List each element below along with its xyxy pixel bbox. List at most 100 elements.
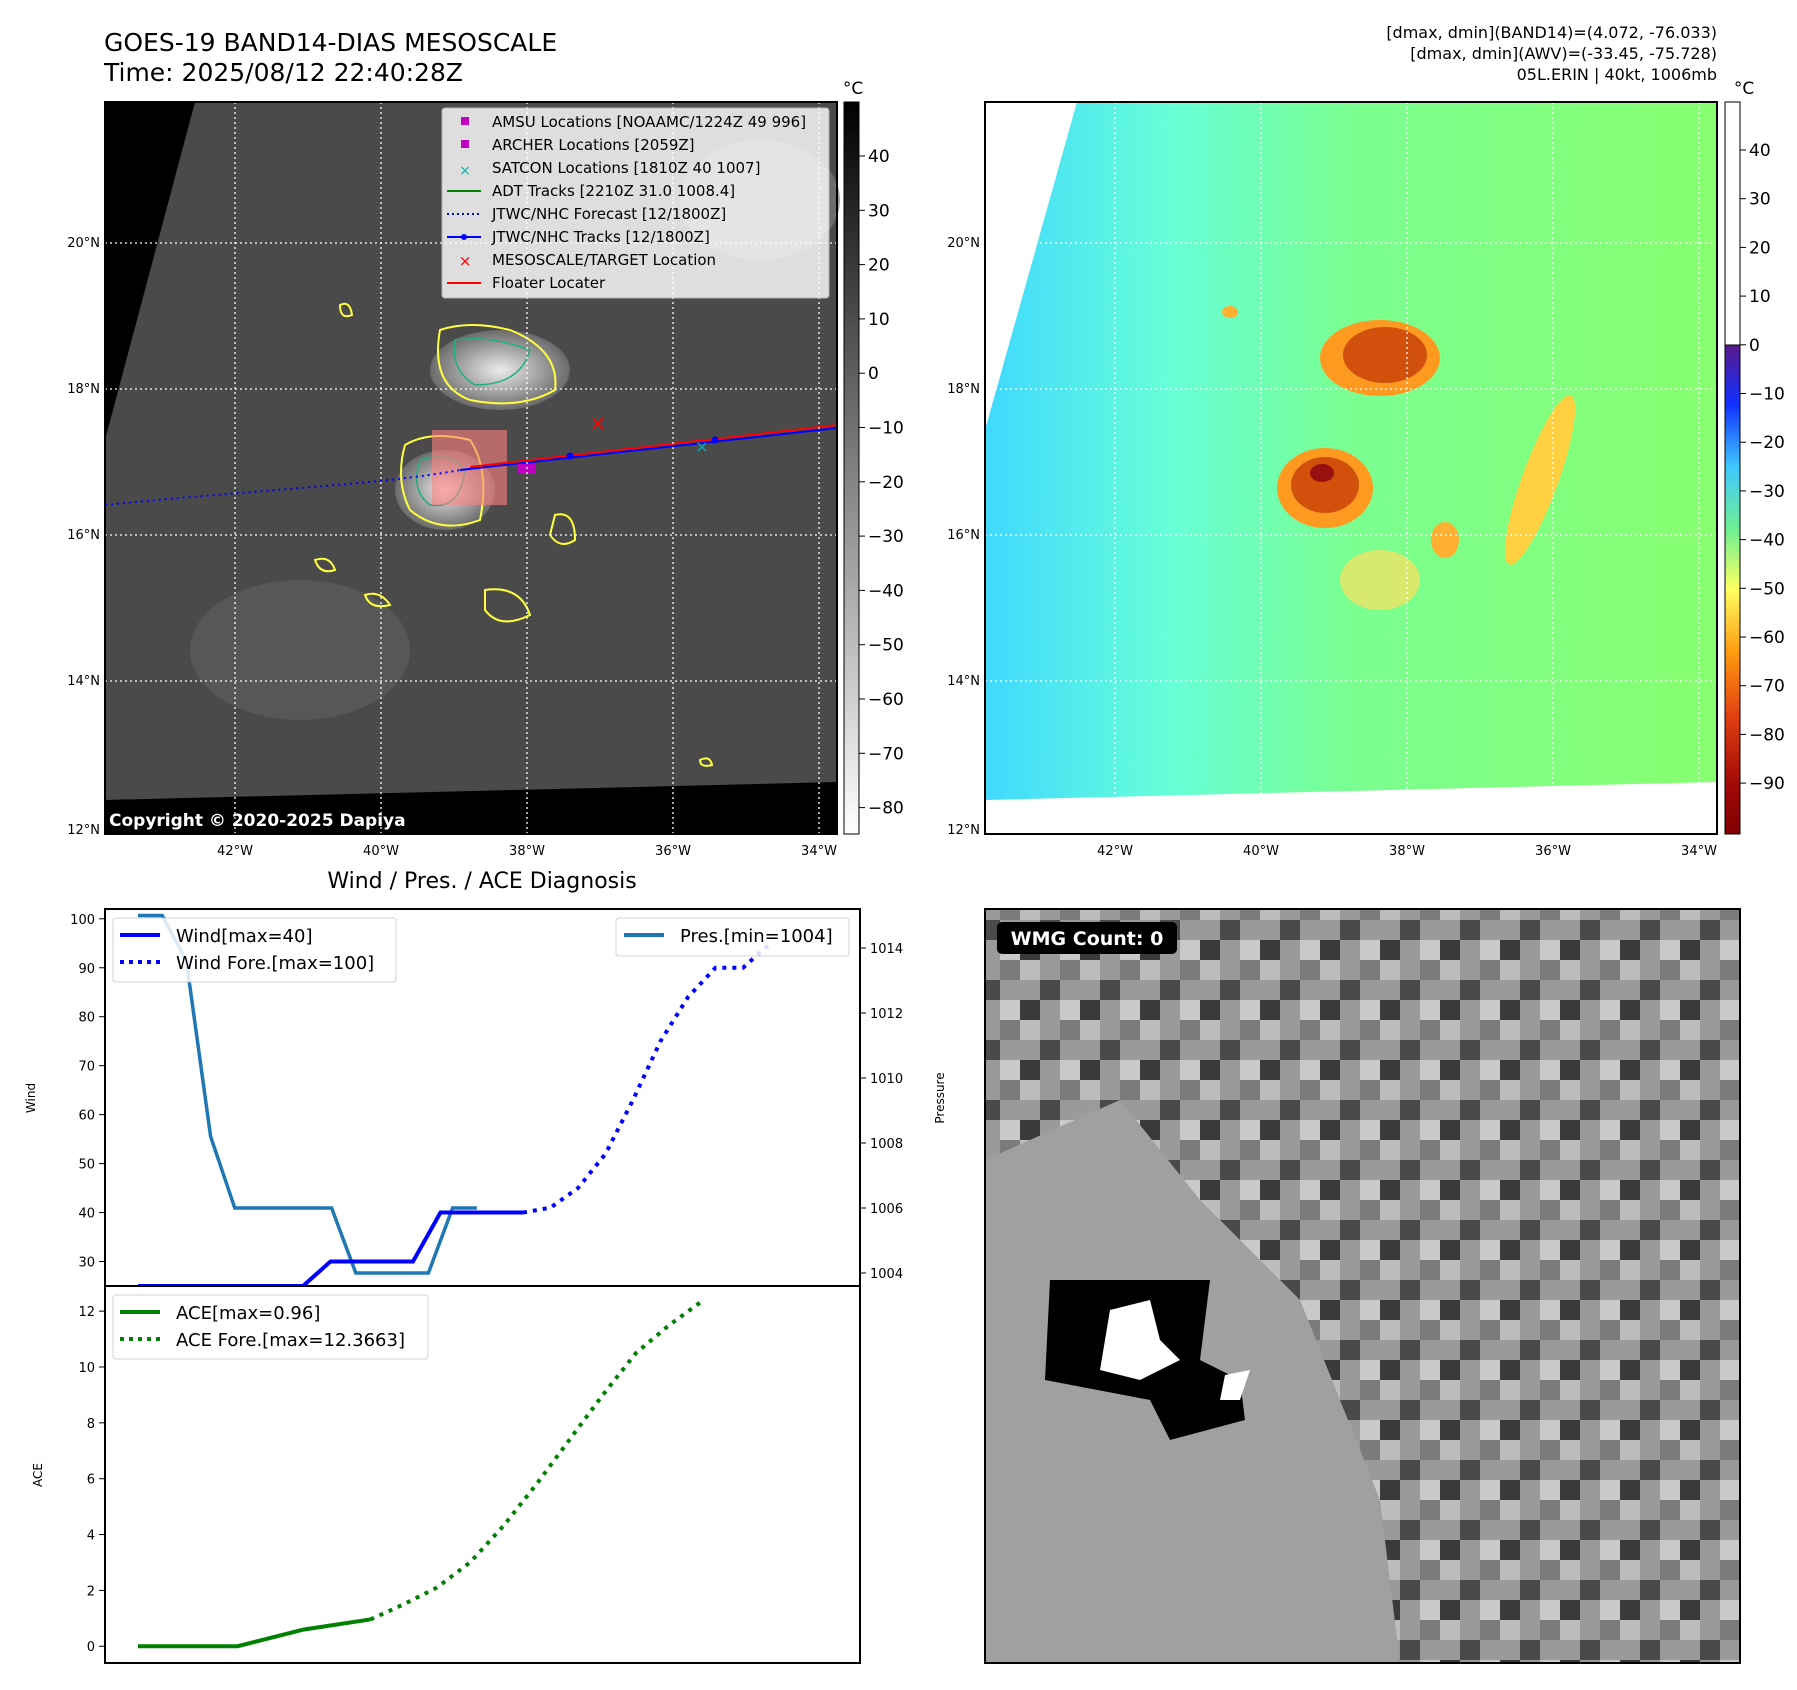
legend-satcon: SATCON Locations [1810Z 40 1007] [492, 159, 760, 177]
satcon-marker: × [695, 437, 708, 456]
pressure-legend: Pres.[min=1004] [615, 917, 850, 957]
ace-axis-label: ACE [31, 1463, 45, 1487]
amsu-marker [518, 464, 528, 474]
copyright-text: Copyright © 2020-2025 Dapiya [109, 811, 406, 831]
ace-y-tick-label: 12 [78, 1305, 95, 1320]
colorbar-tick-label: −70 [1749, 677, 1785, 697]
archer-marker [526, 464, 536, 474]
awv-field [985, 102, 1717, 800]
pressure-y-tick-label: 1012 [870, 1007, 903, 1022]
left-lat-labels: 20°N 18°N 16°N 14°N 12°N [67, 236, 100, 838]
lon-label: 36°W [655, 844, 691, 859]
colorbar-tick-label: 40 [868, 147, 890, 167]
colorbar-tick-label: −90 [1749, 774, 1785, 794]
floater-locater-track [469, 424, 838, 468]
svg-text:×: × [459, 252, 472, 270]
wind-y-tick-label: 30 [78, 1256, 95, 1271]
pressure-y-tick-label: 1008 [870, 1137, 903, 1152]
colorbar-tick-label: −10 [1749, 385, 1785, 405]
cloud-cluster-north [430, 330, 570, 410]
lat-label: 18°N [947, 382, 980, 397]
lon-label: 36°W [1535, 844, 1571, 859]
svg-text:×: × [459, 163, 471, 179]
lat-label: 18°N [67, 382, 100, 397]
colorbar-tick-label: 0 [868, 364, 879, 384]
pressure-line [138, 913, 477, 1275]
nodata-wedge-bottom [105, 782, 837, 834]
ace-y-tick-label: 8 [87, 1417, 95, 1432]
cloud-southwest [190, 580, 410, 720]
lat-label: 14°N [947, 674, 980, 689]
ace-y-tick-label: 10 [78, 1361, 95, 1376]
legend-amsu: AMSU Locations [NOAAMC/1224Z 49 996] [492, 113, 806, 131]
wind-legend: Wind[max=40] Wind Fore.[max=100] [112, 917, 397, 983]
awv-cold-cloud [1222, 306, 1576, 610]
lat-label: 20°N [67, 236, 100, 251]
colorbar-tick-label: −40 [868, 581, 904, 601]
wind-y-tick-label: 80 [78, 1011, 95, 1026]
legend-floater: Floater Locater [492, 274, 606, 292]
legend-archer: ARCHER Locations [2059Z] [492, 136, 695, 154]
awv-map [984, 101, 1718, 835]
wind-y-tick-label: 40 [78, 1207, 95, 1222]
legend-adt: ADT Tracks [2210Z 31.0 1008.4] [492, 182, 735, 200]
lon-label: 38°W [509, 844, 545, 859]
colorbar-tick-label: 20 [868, 256, 890, 276]
pressure-axis-label: Pressure [933, 1072, 947, 1123]
wind-y-tick-label: 50 [78, 1158, 95, 1173]
lon-label: 40°W [1243, 844, 1279, 859]
wmg-frame [984, 908, 1741, 1664]
jtwc-track-point [566, 452, 574, 460]
jtwc-track [459, 427, 838, 471]
band14-map-frame [104, 101, 838, 835]
left-lon-labels: 42°W 40°W 38°W 36°W 34°W [217, 844, 837, 859]
lat-label: 20°N [947, 236, 980, 251]
lon-label: 38°W [1389, 844, 1425, 859]
ace-y-tick-label: 2 [87, 1584, 95, 1599]
awv-colorbar: °C 40 30 20 10 0 −10 −20 −30 −40 −50 −60 −70 −80 −90 [1724, 79, 1785, 835]
colorbar-tick-label: 0 [1749, 336, 1760, 356]
legend-wind: Wind[max=40] [176, 926, 313, 947]
floater-box [432, 430, 507, 505]
pressure-y-tick-label: 1006 [870, 1202, 903, 1217]
legend-jtwc-forecast: JTWC/NHC Forecast [12/1800Z] [491, 205, 726, 223]
lat-label: 14°N [67, 674, 100, 689]
awv-gridlines [985, 102, 1717, 834]
lon-label: 40°W [363, 844, 399, 859]
ace-y-tick-label: 0 [87, 1640, 95, 1655]
ace-line [138, 1617, 371, 1649]
pressure-y-tick-label: 1014 [870, 942, 903, 957]
right-lat-labels: 20°N 18°N 16°N 14°N 12°N [947, 236, 980, 838]
ace-chart: ACE 12 10 8 6 4 2 0 ACE[max=0.96] ACE Fore.[ma… [31, 1285, 861, 1664]
lon-label: 42°W [217, 844, 253, 859]
colorbar-tick-label: −20 [868, 473, 904, 493]
diagnosis-title: Wind / Pres. / ACE Diagnosis [327, 869, 636, 894]
mesoscale-target-marker: × [590, 411, 607, 435]
colorbar-tick-label: 10 [1749, 287, 1771, 307]
ace-y-tick-label: 6 [87, 1473, 95, 1488]
map-legend: × × AMSU Locations [NOAAMC/1224Z 49 996]… [441, 107, 830, 299]
wind-y-tick-label: 100 [70, 913, 95, 928]
pressure-y-tick-label: 1004 [870, 1267, 903, 1282]
wind-y-tick-label: 70 [78, 1060, 95, 1075]
colorbar-tick-label: −30 [868, 527, 904, 547]
band14-colorbar: °C 40 30 20 10 0 −10 −20 −30 −40 −50 −60 −70 −80 [843, 79, 904, 835]
lon-label: 34°W [801, 844, 837, 859]
ace-forecast-line [369, 1299, 704, 1622]
lat-label: 12°N [67, 823, 100, 838]
colorbar-tick-label: −10 [868, 419, 904, 439]
colorbar-tick-label: −30 [1749, 482, 1785, 502]
legend-wind-forecast: Wind Fore.[max=100] [176, 953, 374, 974]
lat-label: 16°N [947, 528, 980, 543]
band14-map: × × × × AMSU Locations [NOAAM [104, 101, 840, 835]
colorbar-tick-label: −60 [868, 690, 904, 710]
wmg-count-label: WMG Count: 0 [1011, 928, 1164, 950]
legend-mesoscale: MESOSCALE/TARGET Location [492, 251, 716, 269]
jtwc-track-point [711, 436, 719, 444]
colorbar-tick-label: 10 [868, 310, 890, 330]
colorbar-tick-label: 40 [1749, 141, 1771, 161]
wind-pressure-chart: Wind Pressure 100 90 80 70 60 50 40 30 1014 1012… [24, 908, 947, 1288]
storm-info: 05L.ERIN | 40kt, 1006mb [1516, 65, 1717, 84]
colorbar-tick-label: 30 [868, 201, 890, 221]
